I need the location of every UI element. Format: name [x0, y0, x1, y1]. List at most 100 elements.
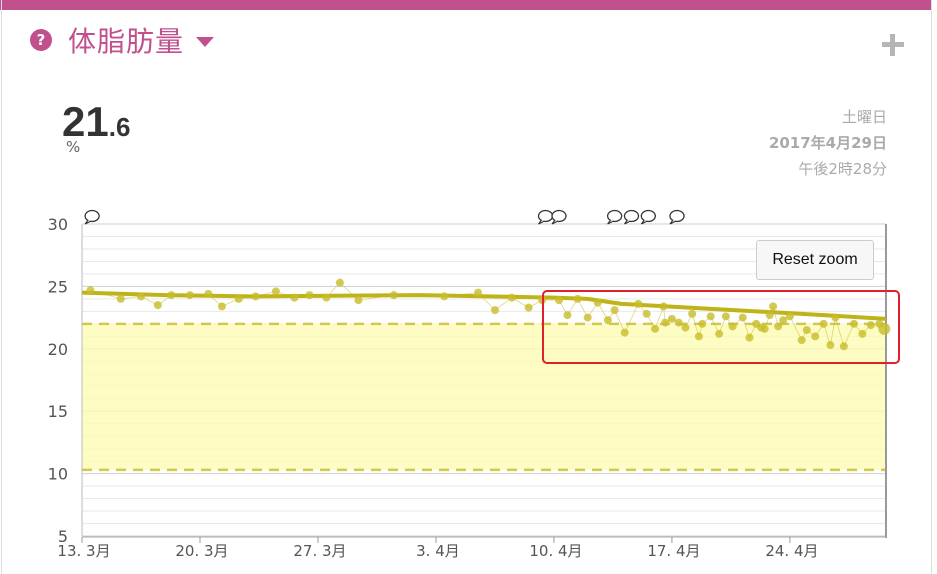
data-point	[603, 316, 612, 325]
data-point	[774, 322, 783, 331]
card-border-right	[931, 0, 932, 574]
data-point	[573, 294, 582, 303]
data-point	[674, 318, 683, 327]
data-point	[769, 302, 778, 311]
data-point	[354, 296, 363, 305]
data-point	[849, 319, 858, 328]
comment-icon	[623, 209, 640, 223]
plus-icon[interactable]	[882, 34, 904, 56]
data-point	[490, 306, 499, 315]
comment-icon-tail	[538, 219, 545, 225]
data-point	[86, 286, 95, 295]
data-point	[440, 292, 449, 301]
reading-time: 午後2時28分	[798, 160, 887, 178]
reading-date: 2017年4月29日	[768, 134, 887, 152]
data-point	[667, 314, 676, 323]
x-tick-label: 20. 3月	[175, 542, 228, 560]
data-point	[779, 316, 788, 325]
data-point	[688, 309, 697, 318]
data-point	[785, 312, 794, 321]
data-point	[136, 292, 145, 301]
data-point	[811, 332, 820, 341]
data-point	[524, 303, 533, 312]
y-tick-label: 15	[48, 402, 68, 421]
data-point	[204, 289, 213, 298]
data-point	[620, 328, 629, 337]
data-point	[659, 302, 668, 311]
data-point	[760, 324, 769, 333]
data-point	[715, 329, 724, 338]
comment-icon	[640, 209, 656, 223]
data-point	[305, 291, 314, 300]
caret-down-icon[interactable]	[196, 37, 215, 47]
data-point	[389, 291, 398, 300]
x-tick-label: 3. 4月	[416, 542, 460, 560]
data-point	[745, 333, 754, 342]
comment-icon	[537, 209, 554, 223]
y-tick-label: 5	[58, 527, 68, 546]
data-point	[728, 322, 737, 331]
data-point	[642, 309, 651, 318]
data-point	[593, 298, 602, 307]
data-point	[839, 342, 848, 351]
reading-unit: %	[66, 138, 81, 156]
comment-icon-tail	[640, 219, 648, 225]
data-point	[634, 299, 643, 308]
data-point	[831, 313, 840, 322]
data-point	[507, 293, 516, 302]
data-point	[271, 287, 280, 296]
card-border-left	[1, 0, 2, 574]
data-point	[583, 313, 592, 322]
data-point	[826, 341, 835, 350]
widget-header: ? 体脂肪量	[30, 22, 215, 58]
y-tick-label: 20	[48, 340, 68, 359]
comment-icon	[606, 209, 623, 223]
x-tick-label: 17. 4月	[647, 542, 700, 560]
reset-zoom-button[interactable]: Reset zoom	[756, 240, 874, 280]
data-point	[694, 332, 703, 341]
data-point	[878, 322, 891, 335]
data-point	[290, 293, 299, 302]
comment-icon-tail	[624, 219, 631, 225]
data-point	[217, 302, 226, 311]
data-point	[185, 291, 194, 300]
comment-icon-tail	[84, 219, 92, 225]
comment-icon	[84, 209, 100, 223]
y-tick-label: 30	[48, 215, 68, 234]
data-point	[251, 292, 260, 301]
data-point	[706, 312, 715, 321]
comment-icon	[669, 209, 685, 223]
comment-icon-tail	[669, 219, 677, 225]
data-point	[116, 294, 125, 303]
accent-bar	[0, 0, 931, 10]
data-point	[698, 319, 707, 328]
x-tick-label: 27. 3月	[293, 542, 346, 560]
data-point	[335, 278, 344, 287]
data-point	[858, 329, 867, 338]
comment-icon	[551, 209, 567, 223]
data-point	[765, 311, 774, 320]
data-point	[651, 324, 660, 333]
reading-integer: 21	[62, 98, 109, 145]
data-point	[866, 321, 875, 330]
data-point	[153, 301, 162, 310]
data-point	[738, 313, 747, 322]
comment-icon-tail	[551, 219, 559, 225]
y-tick-label: 10	[48, 465, 68, 484]
reading-weekday: 土曜日	[841, 108, 887, 126]
highlight-box	[542, 290, 900, 364]
data-point	[322, 293, 331, 302]
target-band	[82, 323, 886, 470]
data-point	[555, 296, 564, 305]
data-point	[802, 326, 811, 335]
x-tick-label: 24. 4月	[765, 542, 818, 560]
metric-title[interactable]: 体脂肪量	[68, 25, 185, 58]
current-reading: 21.6 %	[62, 98, 130, 156]
data-point	[661, 318, 670, 327]
data-point	[610, 306, 619, 315]
question-circle-icon[interactable]: ?	[30, 29, 52, 51]
data-point	[234, 294, 243, 303]
data-point	[797, 336, 806, 345]
